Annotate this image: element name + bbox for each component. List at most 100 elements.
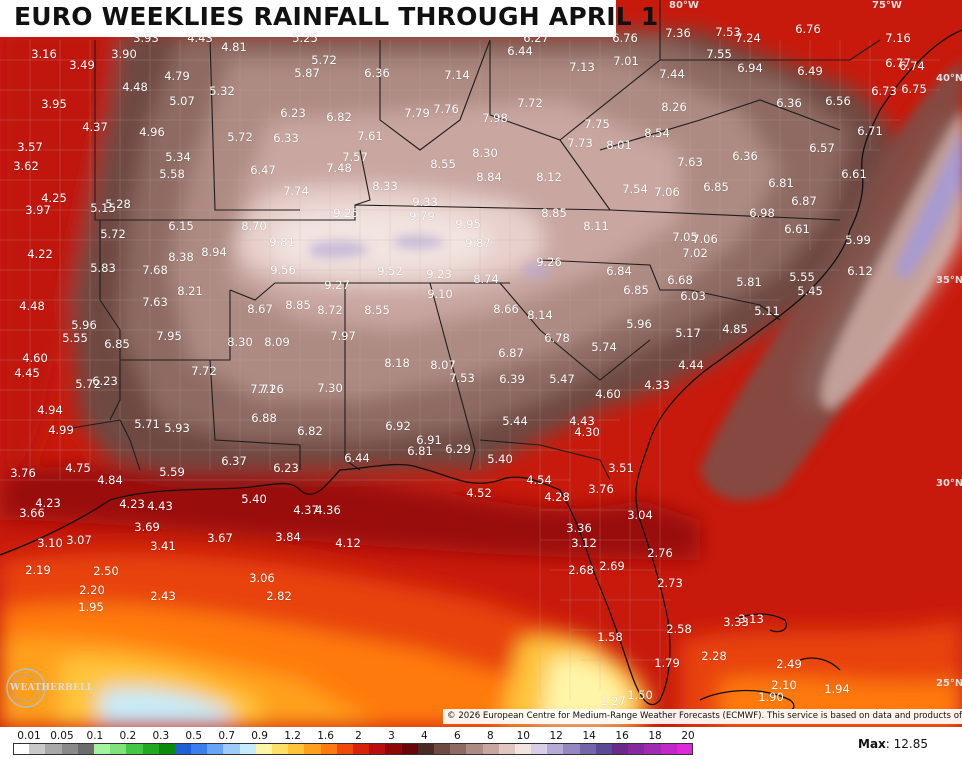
rainfall-value-label: 8.33	[372, 179, 398, 193]
legend-tick-label: 3	[388, 730, 395, 742]
rainfall-value-label: 8.85	[541, 206, 567, 220]
rainfall-value-label: 4.33	[644, 378, 670, 392]
rainfall-value-label: 2.19	[25, 563, 51, 577]
weatherbell-logo-icon	[6, 668, 46, 708]
rainfall-value-label: 5.96	[626, 317, 652, 331]
rainfall-value-label: 6.85	[623, 283, 649, 297]
legend-swatch	[433, 743, 451, 755]
legend-swatch	[579, 743, 597, 755]
rainfall-value-label: 9.79	[409, 209, 435, 223]
legend-swatch	[563, 743, 581, 755]
rainfall-value-label: 6.85	[703, 180, 729, 194]
rainfall-value-label: 6.81	[768, 176, 794, 190]
legend-swatch	[29, 743, 46, 755]
rainfall-value-label: 3.57	[17, 140, 43, 154]
legend-swatch	[385, 743, 403, 755]
rainfall-value-label: 7.06	[692, 232, 718, 246]
legend-tick-label: 18	[648, 730, 662, 742]
rainfall-value-label: 8.70	[241, 219, 267, 233]
legend-swatch	[223, 743, 241, 755]
rainfall-value-label: 6.36	[732, 149, 758, 163]
rainfall-value-label: 9.81	[269, 235, 295, 249]
rainfall-value-label: 6.56	[825, 94, 851, 108]
rainfall-value-label: 5.99	[845, 233, 871, 247]
rainfall-value-label: 6.33	[273, 131, 299, 145]
legend-swatch	[158, 743, 176, 755]
rainfall-value-label: 4.85	[722, 322, 748, 336]
rainfall-value-label: 5.96	[71, 318, 97, 332]
legend-tick-label: 1.2	[284, 730, 301, 742]
rainfall-value-label: 3.97	[25, 203, 51, 217]
rainfall-value-label: 2.28	[701, 649, 727, 663]
rainfall-value-label: 7.98	[482, 111, 508, 125]
legend-tick-label: 0.5	[185, 730, 203, 742]
rainfall-value-label: 9.56	[270, 263, 296, 277]
legend-tick-label: 16	[615, 730, 629, 742]
rainfall-value-label: 6.75	[901, 82, 927, 96]
rainfall-value-label: 7.01	[613, 54, 639, 68]
rainfall-value-label: 4.48	[19, 299, 45, 313]
legend-swatch	[466, 743, 484, 755]
rainfall-value-label: 5.81	[736, 275, 762, 289]
rainfall-value-label: 2.58	[666, 622, 692, 636]
rainfall-value-label: 8.01	[606, 138, 632, 152]
rainfall-value-label: 4.28	[544, 490, 570, 504]
rainfall-value-label: 5.17	[675, 326, 701, 340]
rainfall-value-label: 6.76	[612, 31, 638, 45]
rainfall-value-label: 3.62	[13, 159, 39, 173]
rainfall-value-label: 5.74	[591, 340, 617, 354]
rainfall-value-label: 5.34	[165, 150, 191, 164]
rainfall-value-label: 1.27	[600, 694, 626, 708]
rainfall-value-label: 7.48	[326, 161, 352, 175]
rainfall-value-label: 5.93	[164, 421, 190, 435]
rainfall-value-label: 7.53	[449, 371, 475, 385]
rainfall-value-label: 4.23	[35, 496, 61, 510]
legend-swatch	[401, 743, 419, 755]
rainfall-value-label: 8.84	[476, 170, 502, 184]
rainfall-value-label: 3.76	[10, 466, 36, 480]
legend-swatch	[126, 743, 144, 755]
rainfall-value-label: 5.47	[549, 372, 575, 386]
rainfall-value-label: 6.92	[385, 419, 411, 433]
rainfall-value-label: 6.44	[507, 44, 533, 58]
rainfall-value-label: 8.66	[493, 302, 519, 316]
rainfall-value-label: 9.27	[324, 278, 350, 292]
rainfall-value-label: 7.54	[622, 182, 648, 196]
rainfall-value-label: 3.90	[111, 47, 137, 61]
rainfall-value-label: 7.71	[250, 382, 276, 396]
rainfall-value-label: 8.07	[430, 358, 456, 372]
rainfall-value-label: 5.72	[75, 377, 101, 391]
legend-swatch	[612, 743, 629, 755]
legend-swatch	[304, 743, 322, 755]
rainfall-value-label: 3.93	[133, 31, 159, 45]
rainfall-value-label: 7.61	[357, 129, 383, 143]
lon-80-label: 80°W	[669, 0, 699, 11]
rainfall-value-label: 3.41	[150, 539, 176, 553]
rainfall-value-label: 5.55	[789, 270, 815, 284]
legend-swatch	[272, 743, 289, 755]
lon-75-label: 75°W	[872, 0, 902, 11]
rainfall-value-label: 4.75	[65, 461, 91, 475]
legend-swatch	[93, 743, 111, 755]
rainfall-value-label: 8.74	[473, 272, 499, 286]
rainfall-value-label: 2.69	[599, 559, 625, 573]
rainfall-value-label: 7.73	[567, 136, 593, 150]
rainfall-value-label: 7.57	[342, 150, 368, 164]
rainfall-value-label: 8.30	[472, 146, 498, 160]
rainfall-value-label: 1.58	[597, 630, 623, 644]
rainfall-value-label: 4.37	[82, 120, 108, 134]
legend-tick-label: 1.6	[317, 730, 334, 742]
legend-tick-label: 0.2	[119, 730, 137, 742]
rainfall-value-label: 2.68	[568, 563, 594, 577]
lat-25-label: 25°N	[936, 678, 962, 689]
rainfall-value-label: 6.23	[92, 374, 118, 388]
rainfall-value-label: 8.94	[201, 245, 227, 259]
rainfall-value-label: 2.50	[93, 564, 119, 578]
rainfall-value-label: 7.68	[142, 263, 168, 277]
title-box: EURO WEEKLIES RAINFALL THROUGH APRIL 1	[0, 0, 658, 37]
rainfall-value-label: 9.87	[465, 236, 491, 250]
rainfall-value-label: 8.11	[583, 219, 609, 233]
rainfall-value-label: 7.76	[433, 102, 459, 116]
rainfall-value-label: 6.76	[795, 22, 821, 36]
legend-swatch	[482, 743, 500, 755]
